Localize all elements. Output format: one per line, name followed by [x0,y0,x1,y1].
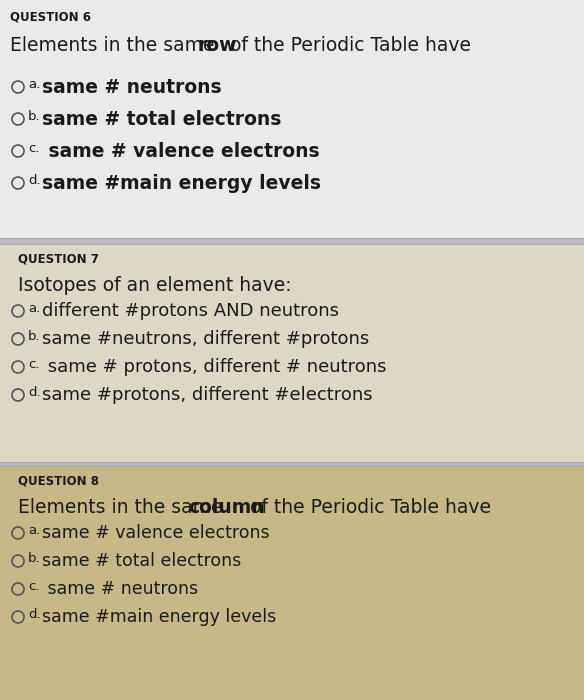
Bar [0,462,584,466]
Text: same # neutrons: same # neutrons [42,580,198,598]
Text: column: column [188,498,265,517]
Text: same #protons, different #electrons: same #protons, different #electrons [42,386,373,404]
Text: b.: b. [28,552,41,565]
Text: different #protons AND neutrons: different #protons AND neutrons [42,302,339,320]
Text: a.: a. [28,302,40,315]
Text: Elements in the same: Elements in the same [10,36,221,55]
Bar [0,244,584,462]
Text: c.: c. [28,142,40,155]
Text: d.: d. [28,174,41,187]
Text: same # protons, different # neutrons: same # protons, different # neutrons [42,358,387,376]
Text: c.: c. [28,580,40,593]
Text: same #neutrons, different #protons: same #neutrons, different #protons [42,330,369,348]
Text: a.: a. [28,78,40,91]
Bar [0,0,584,238]
Text: same # neutrons: same # neutrons [42,78,221,97]
Text: same # total electrons: same # total electrons [42,110,281,129]
Text: same # valence electrons: same # valence electrons [42,142,319,161]
Bar [0,466,584,700]
Text: QUESTION 8: QUESTION 8 [18,474,99,487]
Text: b.: b. [28,110,41,123]
Text: Elements in the same: Elements in the same [18,498,228,517]
Text: QUESTION 6: QUESTION 6 [10,10,91,23]
Text: of the Periodic Table have: of the Periodic Table have [224,36,471,55]
Text: d.: d. [28,386,41,399]
Text: QUESTION 7: QUESTION 7 [18,253,99,266]
Bar [0,238,584,244]
Text: same # valence electrons: same # valence electrons [42,524,270,542]
Text: same #main energy levels: same #main energy levels [42,174,321,193]
Text: b.: b. [28,330,41,343]
Text: d.: d. [28,608,41,621]
Text: a.: a. [28,524,40,537]
Text: row: row [197,36,237,55]
Text: c.: c. [28,358,40,371]
Text: Isotopes of an element have:: Isotopes of an element have: [18,276,291,295]
Text: same #main energy levels: same #main energy levels [42,608,276,626]
Text: of the Periodic Table have: of the Periodic Table have [244,498,491,517]
Text: same # total electrons: same # total electrons [42,552,241,570]
